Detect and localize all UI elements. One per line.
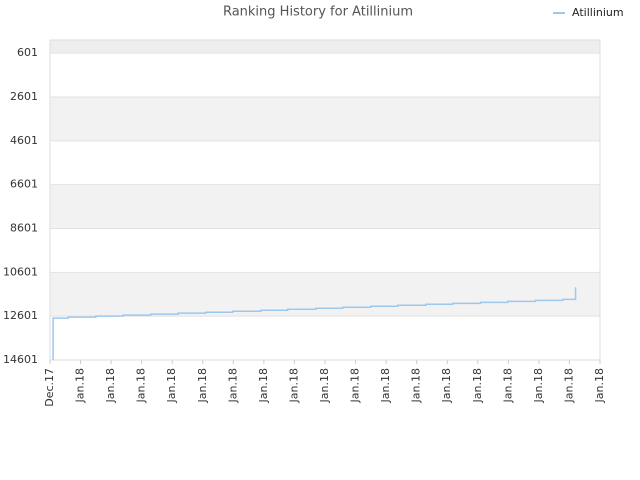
y-tick-label: 601 [17,46,38,59]
x-tick-label: Jan.18 [104,368,117,403]
y-tick-label: 12601 [3,309,38,322]
x-tick-label: Jan.18 [165,368,178,403]
y-tick-label: 8601 [10,222,38,235]
x-tick-label: Jan.18 [257,368,270,403]
band [50,184,600,229]
x-tick-label: Jan.18 [379,368,392,403]
y-tick-label: 2601 [10,90,38,103]
legend-label: Atillinium [572,6,624,19]
y-tick-label: 10601 [3,265,38,278]
x-tick-label: Jan.18 [135,368,148,403]
x-tick-label: Jan.18 [593,368,606,403]
x-tick-label: Dec.17 [43,368,56,407]
y-tick-label: 14601 [3,353,38,366]
x-tick-label: Jan.18 [318,368,331,403]
x-tick-label: Jan.18 [532,368,545,403]
x-tick-label: Jan.18 [196,368,209,403]
band [50,40,600,54]
x-tick-label: Jan.18 [501,368,514,403]
y-tick-label: 6601 [10,178,38,191]
band [50,272,600,317]
chart-title: Ranking History for Atillinium [223,5,413,20]
x-tick-label: Jan.18 [562,368,575,403]
y-tick-label: 4601 [10,134,38,147]
x-tick-label: Jan.18 [440,368,453,403]
x-tick-label: Jan.18 [410,368,423,403]
band [50,97,600,141]
x-tick-label: Jan.18 [471,368,484,403]
series-line [52,287,577,360]
x-tick-label: Jan.18 [226,368,239,403]
x-tick-label: Jan.18 [74,368,87,403]
x-tick-label: Jan.18 [287,368,300,403]
x-tick-label: Jan.18 [349,368,362,403]
